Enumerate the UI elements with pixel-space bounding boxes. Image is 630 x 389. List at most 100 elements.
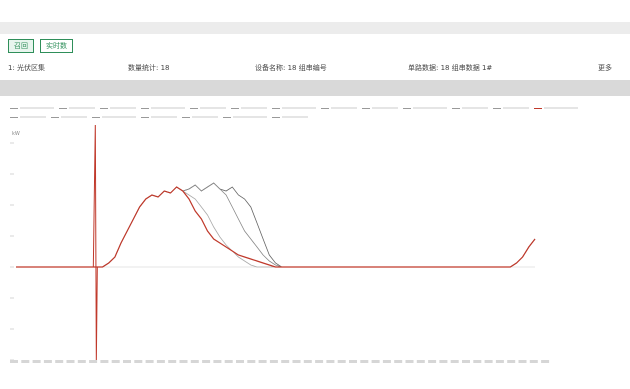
chart-legend xyxy=(10,104,610,122)
legend-item[interactable] xyxy=(452,107,488,110)
x-tick-label xyxy=(89,360,98,363)
station-label: 1: 光伏区集 xyxy=(8,64,46,72)
x-tick-label xyxy=(428,360,437,363)
line-chart: kW xyxy=(10,125,550,364)
x-tick-label xyxy=(202,360,211,363)
legend-swatch xyxy=(92,116,100,118)
legend-item[interactable] xyxy=(100,107,136,110)
legend-item[interactable] xyxy=(51,116,87,119)
x-tick-label xyxy=(258,360,267,363)
x-tick-label xyxy=(21,360,30,363)
legend-item[interactable] xyxy=(141,116,177,119)
x-tick-label xyxy=(507,360,516,363)
legend-swatch xyxy=(190,107,198,109)
legend-item[interactable] xyxy=(493,107,529,110)
legend-label-placeholder xyxy=(282,116,308,119)
legend-label-placeholder xyxy=(151,116,177,119)
legend-swatch xyxy=(182,116,190,118)
legend-swatch xyxy=(534,107,542,109)
x-tick-label xyxy=(382,360,391,363)
legend-item[interactable] xyxy=(223,116,267,119)
window-top xyxy=(0,0,630,22)
legend-label-placeholder xyxy=(110,107,136,110)
x-tick-label xyxy=(281,360,290,363)
x-tick-label xyxy=(349,360,357,363)
legend-label-placeholder xyxy=(192,116,218,119)
legend-swatch xyxy=(321,107,329,109)
legend-item[interactable] xyxy=(321,107,357,110)
legend-item[interactable] xyxy=(10,107,54,110)
legend-swatch xyxy=(272,107,280,109)
legend-swatch xyxy=(272,116,280,118)
legend-swatch xyxy=(59,107,67,109)
x-tick-label xyxy=(224,360,233,363)
legend-label-placeholder xyxy=(503,107,529,110)
legend-label-placeholder xyxy=(233,116,267,119)
x-tick-label xyxy=(315,360,324,363)
x-tick-label xyxy=(371,360,380,363)
legend-item[interactable] xyxy=(231,107,267,110)
legend-item[interactable] xyxy=(190,107,226,110)
legend-item[interactable] xyxy=(272,116,308,119)
x-tick-label xyxy=(360,360,369,363)
x-tick-label xyxy=(292,360,301,363)
legend-swatch xyxy=(100,107,108,109)
x-tick-label xyxy=(462,360,470,363)
legend-swatch xyxy=(362,107,370,109)
x-tick-label xyxy=(236,360,244,363)
legend-label-placeholder xyxy=(544,107,578,110)
x-tick-label xyxy=(168,360,177,363)
legend-swatch xyxy=(403,107,411,109)
legend-swatch xyxy=(493,107,501,109)
legend-swatch xyxy=(223,116,231,118)
x-tick-label xyxy=(100,360,109,363)
legend-swatch xyxy=(452,107,460,109)
x-tick-label xyxy=(66,360,75,363)
legend-label-placeholder xyxy=(151,107,185,110)
legend-label-placeholder xyxy=(462,107,488,110)
x-tick-label xyxy=(394,360,403,363)
legend-item[interactable] xyxy=(403,107,447,110)
x-tick-label xyxy=(541,360,550,363)
legend-label-placeholder xyxy=(413,107,447,110)
x-tick-label xyxy=(495,360,504,363)
x-tick-label xyxy=(405,360,414,363)
legend-swatch xyxy=(141,107,149,109)
count-label: 数量统计: 18 xyxy=(128,64,170,72)
recall-button[interactable]: 召回 xyxy=(8,39,34,53)
x-tick-label xyxy=(439,360,448,363)
legend-item[interactable] xyxy=(141,107,185,110)
legend-item[interactable] xyxy=(272,107,316,110)
detail-label: 单路数据: 18 组串数据 1# xyxy=(408,64,493,72)
x-tick-label xyxy=(518,360,527,363)
x-tick-label xyxy=(529,360,538,363)
legend-label-placeholder xyxy=(20,107,54,110)
realtime-button[interactable]: 实时数 xyxy=(40,39,73,53)
legend-label-placeholder xyxy=(282,107,316,110)
legend-item[interactable] xyxy=(59,107,95,110)
legend-label-placeholder xyxy=(20,116,46,119)
x-tick-label xyxy=(247,360,256,363)
more-link[interactable]: 更多 xyxy=(598,64,612,72)
legend-item[interactable] xyxy=(10,116,46,119)
legend-label-placeholder xyxy=(331,107,357,110)
x-tick-label xyxy=(179,360,188,363)
x-tick-label xyxy=(326,360,335,363)
y-axis-label: kW xyxy=(12,131,20,137)
x-tick-label xyxy=(134,360,143,363)
legend-item[interactable] xyxy=(534,107,578,110)
x-tick-label xyxy=(269,360,278,363)
x-tick-label xyxy=(416,360,425,363)
x-tick-label xyxy=(473,360,482,363)
x-tick-label xyxy=(303,360,312,363)
legend-label-placeholder xyxy=(61,116,87,119)
legend-label-placeholder xyxy=(102,116,136,119)
legend-item[interactable] xyxy=(362,107,398,110)
x-tick-label xyxy=(450,360,459,363)
legend-swatch xyxy=(141,116,149,118)
legend-item[interactable] xyxy=(182,116,218,119)
x-tick-label xyxy=(77,360,86,363)
legend-item[interactable] xyxy=(92,116,136,119)
x-tick-label xyxy=(190,360,199,363)
spike-line xyxy=(92,125,98,364)
